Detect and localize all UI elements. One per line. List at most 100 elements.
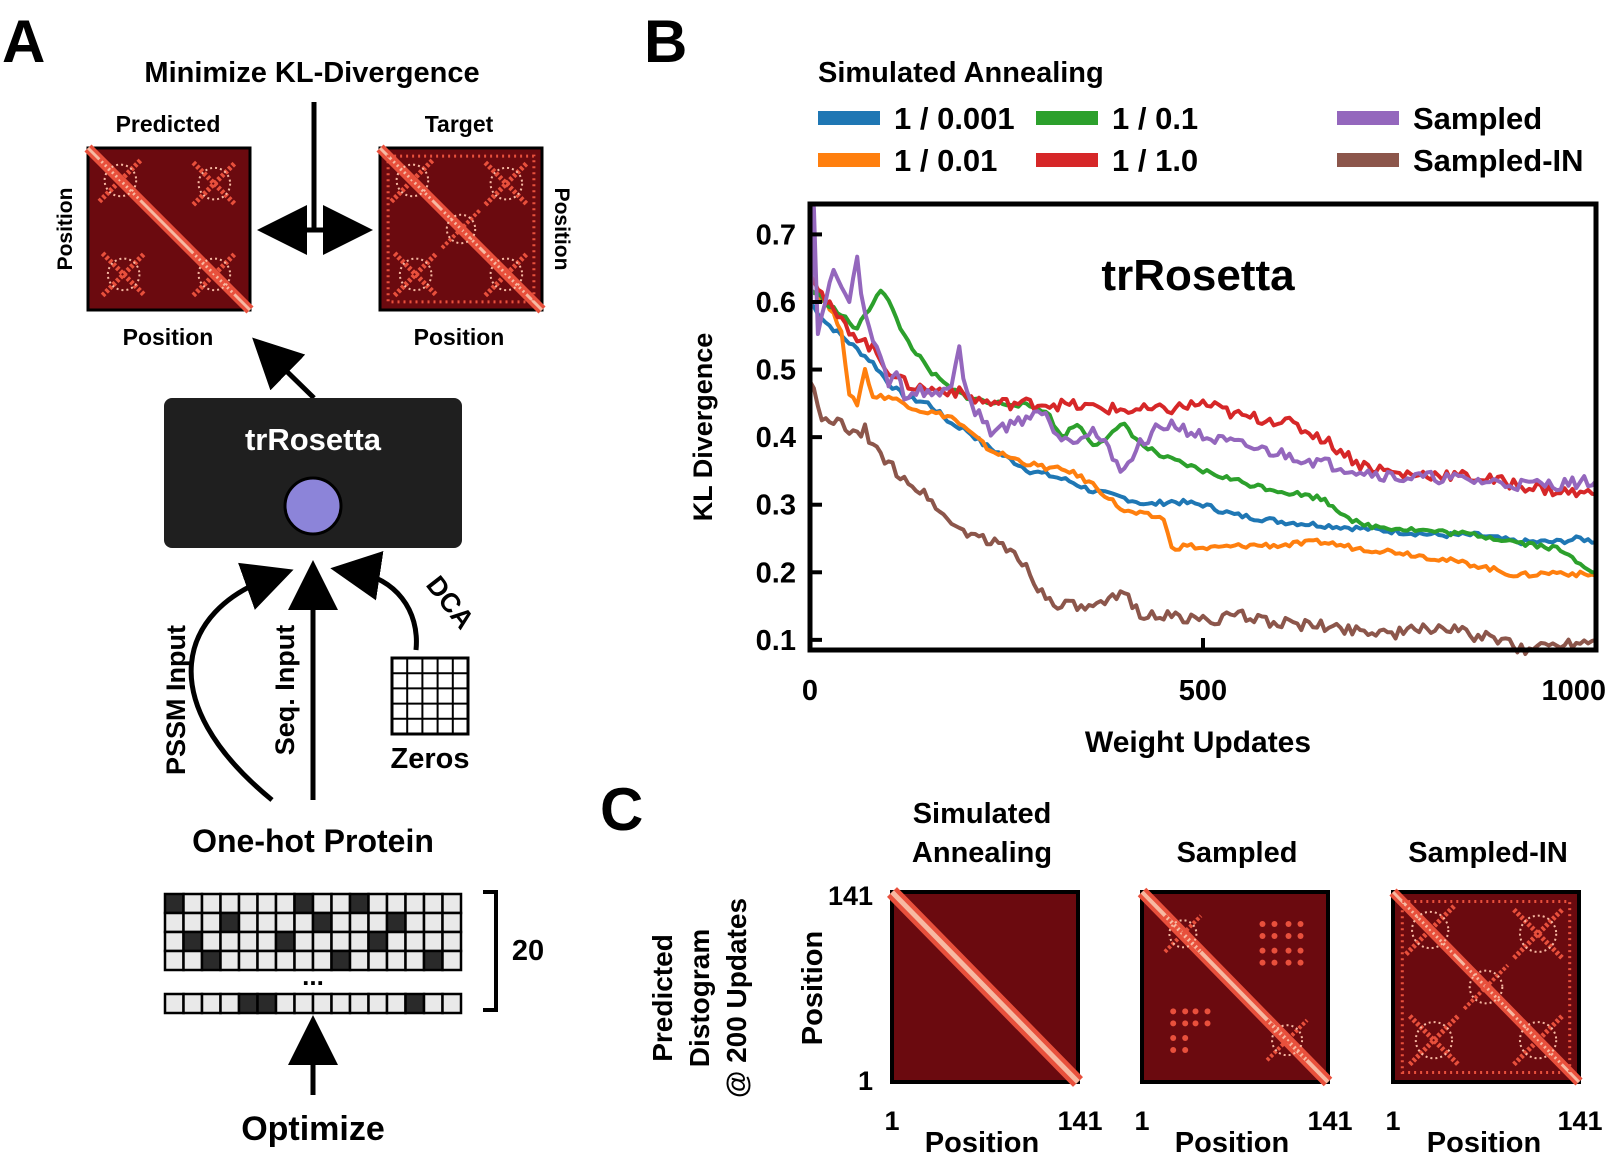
onehot-cell — [237, 992, 259, 1015]
onehot-cell — [422, 949, 444, 972]
map-dot — [1297, 921, 1304, 927]
map3-x-tick-141: 141 — [1557, 1106, 1602, 1136]
onehot-cell — [441, 892, 463, 915]
y-tick-label: 0.7 — [756, 219, 796, 251]
map-cross — [1265, 1018, 1309, 1062]
map-cross-ring — [197, 257, 232, 292]
panel-c-letter: C — [600, 776, 643, 843]
onehot-cell — [163, 911, 185, 934]
predicted-label: Predicted — [116, 111, 221, 137]
onehot-cell — [219, 911, 241, 934]
legend-swatch — [818, 111, 880, 125]
onehot-cell — [256, 949, 278, 972]
map-cross — [1512, 907, 1565, 960]
series-line-4 — [808, 272, 1597, 499]
onehot-cell — [219, 930, 241, 953]
onehot-cell — [182, 892, 204, 915]
map1-title-line2: Annealing — [912, 837, 1052, 869]
panel-c-ylabel-line3: @ 200 Updates — [721, 898, 752, 1098]
onehot-cell — [256, 992, 278, 1015]
map-cross — [1163, 914, 1203, 954]
onehot-cell — [367, 992, 389, 1015]
series-line-3 — [808, 287, 1597, 575]
onehot-cell — [404, 892, 426, 915]
map-sampled-in — [1389, 888, 1583, 1086]
legend-label: 1 / 1.0 — [1112, 143, 1198, 178]
panel-b-letter: B — [644, 8, 687, 75]
map-cross — [1512, 1014, 1565, 1067]
onehot-cell — [311, 892, 333, 915]
map-cross-ring — [106, 257, 141, 292]
target-position-x-label: Position — [414, 324, 505, 350]
onehot-cell — [385, 930, 407, 953]
onehot-cell — [348, 949, 370, 972]
map2-x-tick-1: 1 — [1134, 1106, 1149, 1136]
trrosetta-box-label: trRosetta — [245, 422, 382, 457]
map1-x-tick-141: 141 — [1057, 1106, 1102, 1136]
onehot-cell — [219, 892, 241, 915]
onehot-cell — [330, 949, 352, 972]
map-cross — [1512, 1014, 1565, 1067]
onehot-cell — [404, 930, 426, 953]
model-to-predicted-arrow — [252, 337, 316, 400]
onehot-cell — [219, 992, 241, 1015]
onehot-cell — [182, 930, 204, 953]
map-cross — [1404, 904, 1457, 956]
map-cross-ring — [398, 257, 433, 292]
onehot-cell — [237, 892, 259, 915]
map-diagonal-core — [890, 890, 1080, 1084]
onehot-cell — [348, 930, 370, 953]
onehot-cell — [367, 930, 389, 953]
map-dot — [1192, 1008, 1199, 1015]
onehot-cell — [348, 892, 370, 915]
map-dot — [1182, 1020, 1189, 1027]
legend-swatch — [1337, 111, 1399, 125]
map-cross-ring — [197, 166, 232, 201]
map-sampled — [1137, 887, 1333, 1087]
y-tick-label: 0.6 — [756, 287, 796, 319]
onehot-cell — [256, 930, 278, 953]
legend-title: Simulated Annealing — [818, 57, 1104, 89]
onehot-cell — [422, 911, 444, 934]
map-dot — [1271, 947, 1278, 954]
map2-title: Sampled — [1177, 837, 1298, 869]
y-tick-label: 0.2 — [756, 557, 796, 589]
map-dot — [1271, 921, 1278, 927]
y-tick-label: 0.5 — [756, 355, 796, 387]
series-line-5 — [808, 205, 1598, 493]
onehot-cell — [422, 892, 444, 915]
panel-c: C Predicted Distogram @ 200 Updates Simu… — [600, 776, 1603, 1159]
legend-label: Sampled — [1413, 101, 1542, 136]
map-speckle — [1400, 900, 1572, 1074]
y-tick-label: 0.3 — [756, 490, 796, 522]
x-tick-label: 1000 — [1541, 675, 1606, 707]
map-cross — [1512, 907, 1565, 960]
map-dot — [1259, 933, 1266, 939]
optimize-label: Optimize — [241, 1110, 385, 1148]
chart-title: trRosetta — [1101, 251, 1295, 300]
onehot-cell — [274, 892, 296, 915]
predicted-map — [84, 144, 254, 314]
onehot-cell — [441, 911, 463, 934]
panel-c-ylabel-line2: Distogram — [684, 929, 715, 1067]
y-tick-label: 0.4 — [756, 422, 796, 454]
onehot-cell — [385, 892, 407, 915]
x-tick-label: 500 — [1179, 675, 1227, 707]
map-dot — [1182, 1008, 1189, 1015]
onehot-cell — [163, 992, 185, 1015]
target-position-y-label: Position — [550, 188, 573, 271]
legend-swatch — [1337, 153, 1399, 167]
map-cross-ring — [489, 257, 524, 292]
map-dot — [1182, 1047, 1189, 1053]
onehot-cell — [237, 911, 259, 934]
series-line-6 — [808, 380, 1597, 656]
legend-label: 1 / 0.1 — [1112, 101, 1198, 136]
legend-swatch — [1036, 153, 1098, 167]
y-tick-label: 0.1 — [756, 625, 796, 657]
onehot-cell — [256, 911, 278, 934]
map1-title-line1: Simulated — [913, 798, 1052, 830]
onehot-cell — [422, 930, 444, 953]
onehot-cell — [237, 930, 259, 953]
map-cross — [1462, 963, 1510, 1011]
onehot-cell — [385, 992, 407, 1015]
